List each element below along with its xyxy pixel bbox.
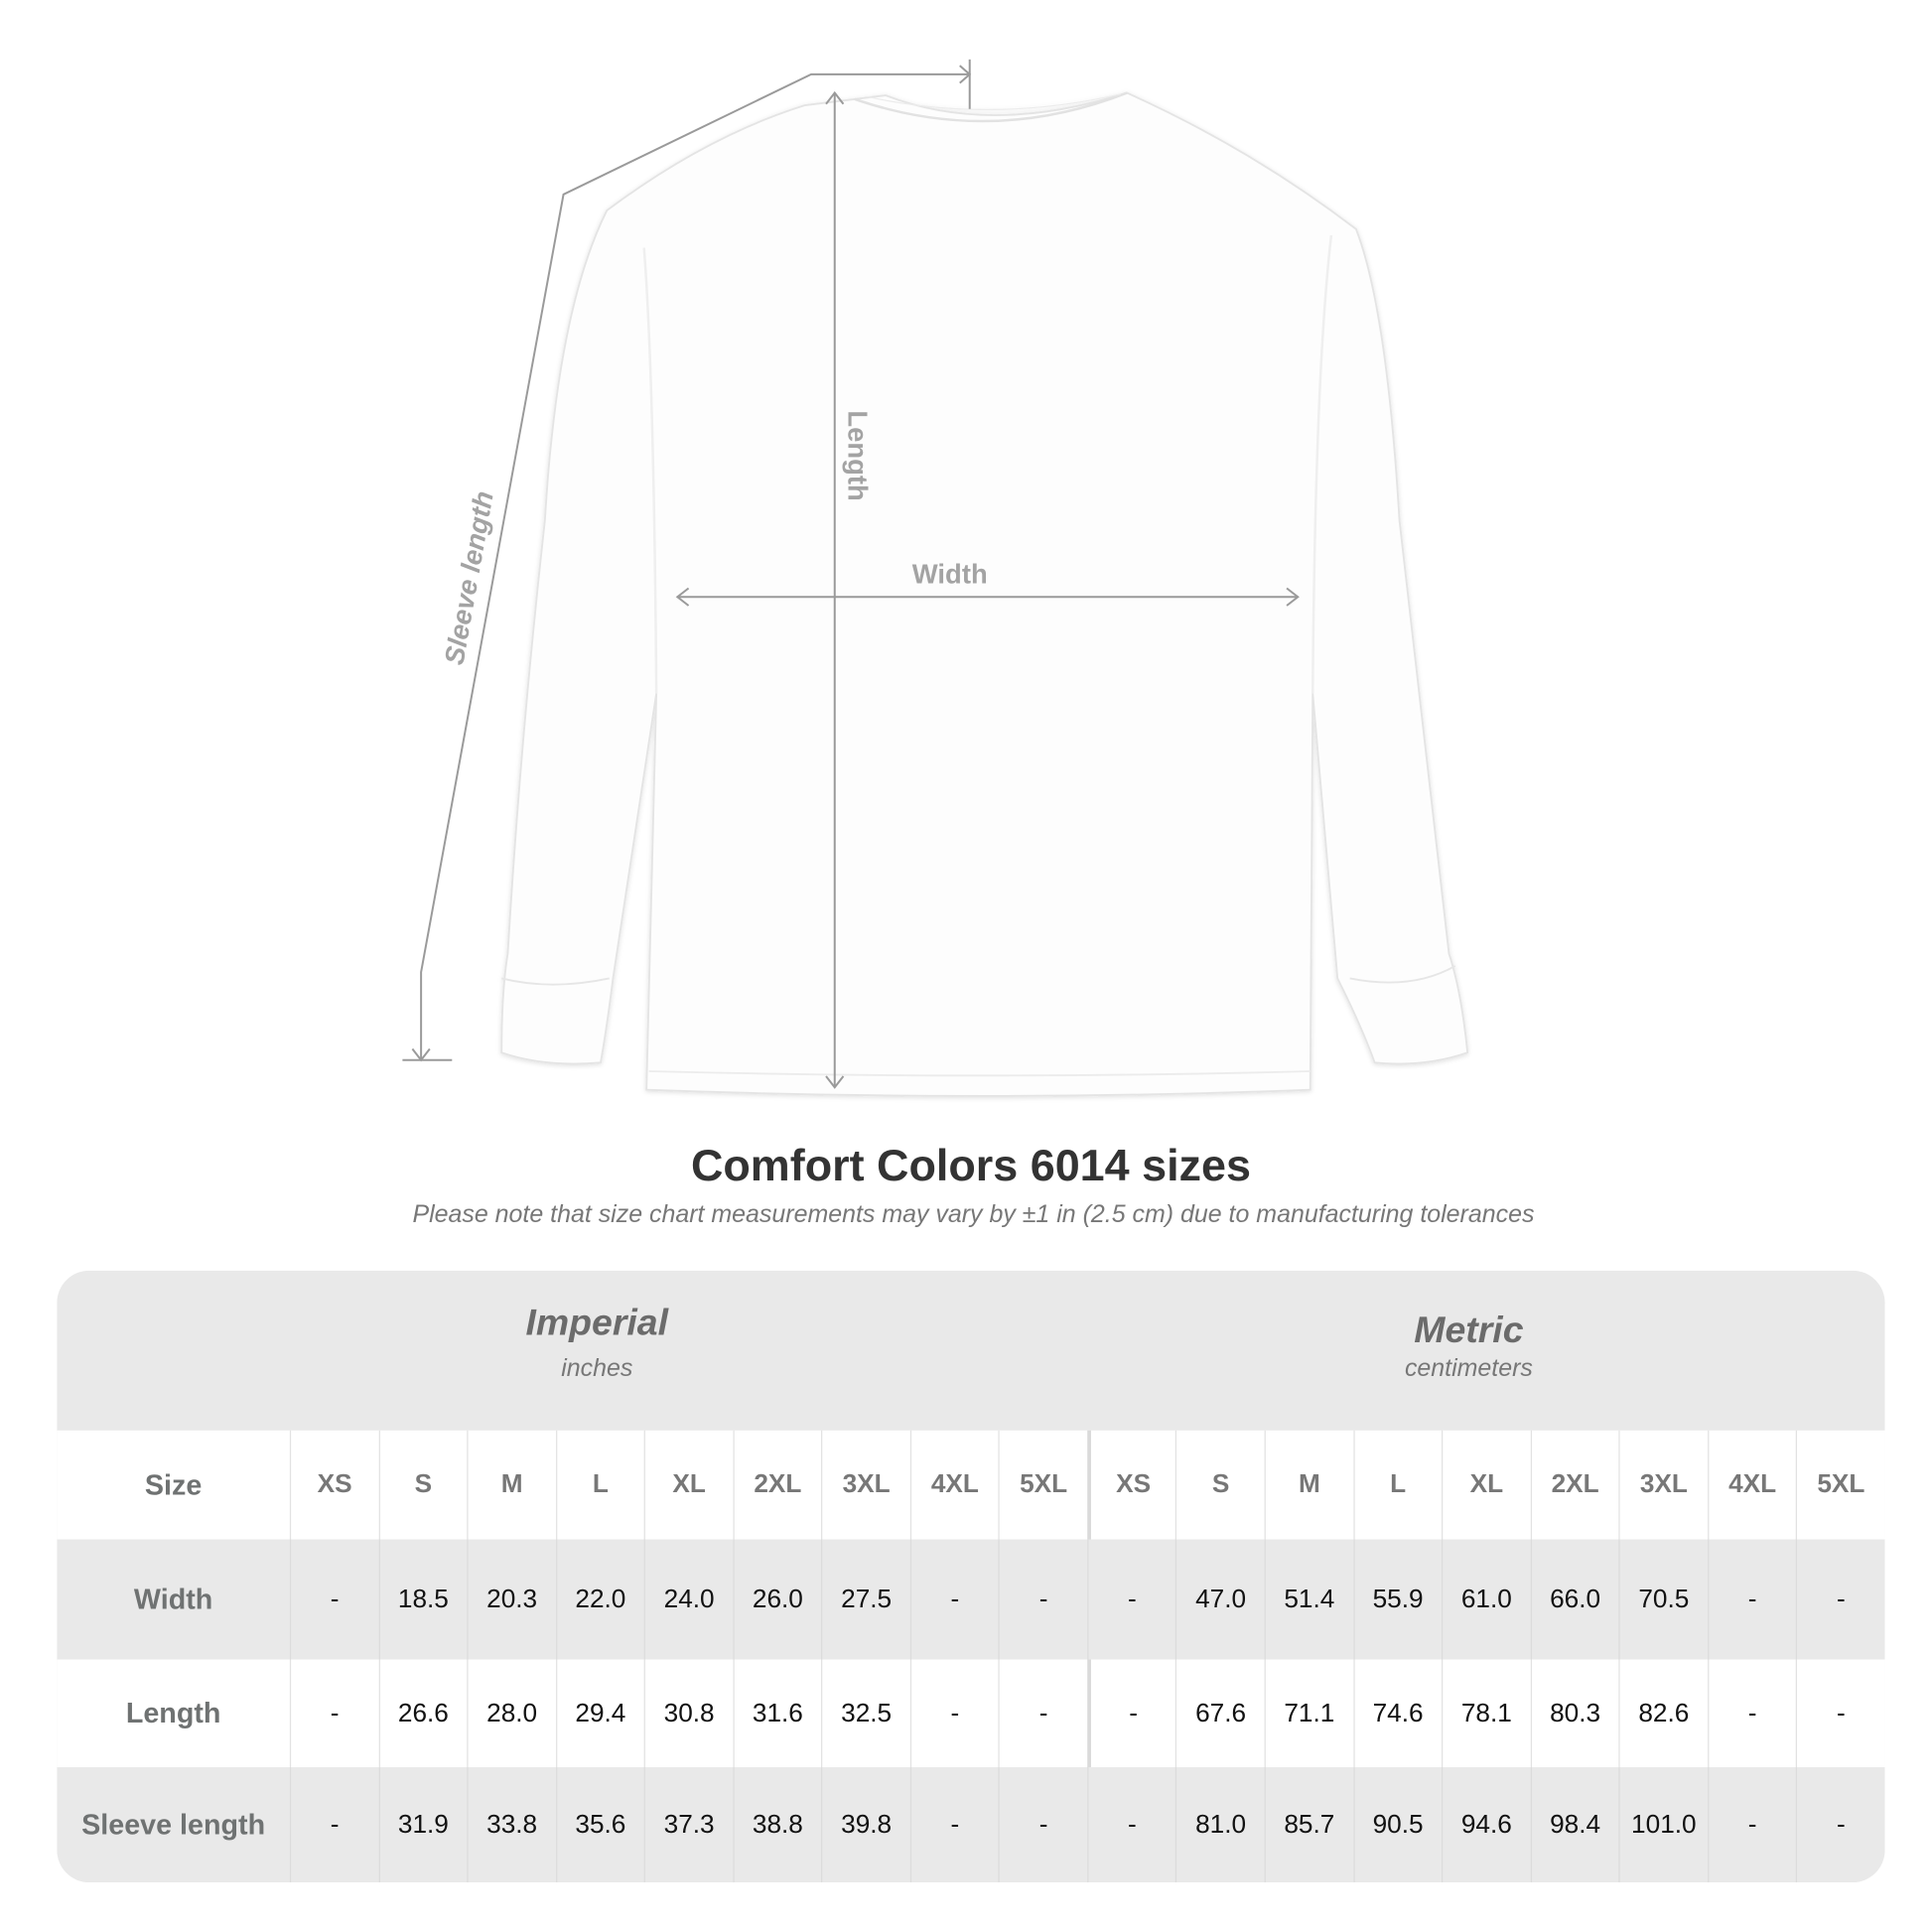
value-cell-imperial: 32.5: [821, 1659, 909, 1768]
value-cell-imperial: 31.9: [378, 1767, 467, 1883]
value-cell-metric: -: [1087, 1659, 1175, 1768]
value-cell-metric: -: [1796, 1539, 1884, 1660]
value-cell-metric: 70.5: [1618, 1539, 1708, 1660]
value-cell-imperial: 38.8: [733, 1767, 821, 1883]
value-cell-metric: 66.0: [1530, 1539, 1618, 1660]
imperial-header: Imperial inches: [349, 1303, 845, 1383]
shirt-diagram: Length Width Sleeve length: [402, 59, 1469, 1097]
metric-unit: centimeters: [1404, 1354, 1533, 1383]
value-cell-imperial: 39.8: [821, 1767, 909, 1883]
table-row: Sleeve length -31.9 33.8 35.6 37.3 38.8 39.8- -…: [57, 1767, 1884, 1883]
table-row: Width -18.5 20.3 22.0 24.0 26.0 27.5- - -47.0 51.…: [57, 1539, 1884, 1660]
size-header-metric: S: [1175, 1430, 1264, 1540]
value-cell-metric: 98.4: [1530, 1767, 1618, 1883]
size-header-metric: 3XL: [1618, 1430, 1708, 1540]
size-header-imperial: 3XL: [821, 1430, 909, 1540]
value-cell-imperial: 33.8: [467, 1767, 555, 1883]
value-cell-metric: 47.0: [1175, 1539, 1264, 1660]
value-cell-imperial: 30.8: [643, 1659, 733, 1768]
size-header-imperial: S: [378, 1430, 467, 1540]
value-cell-imperial: -: [289, 1659, 378, 1768]
value-cell-metric: 55.9: [1352, 1539, 1442, 1660]
size-header-imperial: M: [467, 1430, 555, 1540]
value-cell-imperial: -: [909, 1539, 999, 1660]
table-row: Length -26.6 28.0 29.4 30.8 31.6 32.5- - -67.6 71…: [57, 1659, 1885, 1768]
measurement-lines: [402, 59, 1300, 1089]
value-cell-metric: -: [1707, 1767, 1796, 1883]
value-cell-metric: 94.6: [1442, 1767, 1530, 1883]
size-header-imperial: XL: [643, 1430, 733, 1540]
row-label: Size: [144, 1467, 203, 1501]
size-header-metric: XS: [1087, 1430, 1175, 1540]
metric-header: Metric centimeters: [1221, 1311, 1717, 1384]
value-cell-imperial: -: [998, 1539, 1087, 1660]
metric-heading: Metric: [1414, 1310, 1524, 1351]
length-label: Length: [842, 410, 873, 500]
value-cell-imperial: 28.0: [467, 1659, 555, 1768]
value-cell-metric: -: [1796, 1659, 1884, 1768]
value-cell-metric: 101.0: [1618, 1767, 1708, 1883]
size-header-metric: XL: [1442, 1430, 1530, 1540]
value-cell-imperial: 22.0: [555, 1539, 644, 1660]
size-header-imperial: 2XL: [733, 1430, 821, 1540]
value-cell-metric: -: [1087, 1767, 1175, 1883]
value-cell-metric: -: [1707, 1659, 1796, 1768]
value-cell-metric: 80.3: [1530, 1659, 1618, 1768]
width-label: Width: [912, 559, 988, 590]
chart-title: Comfort Colors 6014 sizes: [690, 1139, 1251, 1190]
value-cell-imperial: -: [909, 1659, 999, 1768]
value-cell-metric: 61.0: [1442, 1539, 1530, 1660]
long-sleeve-shirt: [500, 91, 1469, 1097]
value-cell-imperial: 29.4: [555, 1659, 644, 1768]
value-cell-metric: -: [1087, 1539, 1175, 1660]
value-cell-imperial: 26.6: [378, 1659, 467, 1768]
size-header-imperial: 4XL: [909, 1430, 999, 1540]
value-cell-metric: 78.1: [1442, 1659, 1530, 1768]
sleeve-length-label: Sleeve length: [439, 488, 499, 667]
value-cell-imperial: -: [909, 1767, 999, 1883]
size-header-imperial: 5XL: [998, 1430, 1087, 1540]
value-cell-imperial: 18.5: [378, 1539, 467, 1660]
value-cell-metric: 82.6: [1618, 1659, 1708, 1768]
value-cell-metric: -: [1707, 1539, 1796, 1660]
value-cell-metric: 74.6: [1352, 1659, 1442, 1768]
value-cell-imperial: -: [998, 1767, 1087, 1883]
value-cell-metric: 90.5: [1352, 1767, 1442, 1883]
value-cell-imperial: 26.0: [733, 1539, 821, 1660]
value-cell-imperial: 27.5: [821, 1539, 909, 1660]
size-header-metric: 4XL: [1707, 1430, 1796, 1540]
size-header-metric: L: [1352, 1430, 1442, 1540]
row-label: Sleeve length: [81, 1808, 266, 1841]
value-cell-imperial: -: [289, 1767, 378, 1883]
value-cell-imperial: -: [998, 1659, 1087, 1768]
value-cell-metric: 71.1: [1264, 1659, 1353, 1768]
row-label: Width: [133, 1583, 213, 1615]
size-header-imperial: XS: [289, 1430, 378, 1540]
value-cell-metric: 67.6: [1175, 1659, 1264, 1768]
value-cell-imperial: 35.6: [555, 1767, 644, 1883]
size-header-imperial: L: [555, 1430, 644, 1540]
size-header-metric: M: [1264, 1430, 1353, 1540]
value-cell-metric: -: [1796, 1767, 1884, 1883]
value-cell-imperial: 24.0: [643, 1539, 733, 1660]
imperial-heading: Imperial: [525, 1303, 669, 1344]
tolerance-note: Please note that size chart measurements…: [412, 1200, 1535, 1229]
value-cell-imperial: 37.3: [643, 1767, 733, 1883]
value-cell-metric: 81.0: [1175, 1767, 1264, 1883]
imperial-unit: inches: [561, 1354, 633, 1383]
value-cell-metric: 85.7: [1264, 1767, 1353, 1883]
size-header-metric: 2XL: [1530, 1430, 1618, 1540]
value-cell-imperial: -: [289, 1539, 378, 1660]
value-cell-imperial: 31.6: [733, 1659, 821, 1768]
size-header-metric: 5XL: [1796, 1430, 1884, 1540]
row-label: Length: [125, 1696, 221, 1729]
value-cell-metric: 51.4: [1264, 1539, 1353, 1660]
size-header-row: Size XS S M L XL 2XL 3XL 4XL 5XL XS S M L XL 2XL 3XL 4XL 5…: [57, 1430, 1885, 1540]
value-cell-imperial: 20.3: [467, 1539, 555, 1660]
size-table: Imperial inches Metric centimeters Size X…: [57, 1270, 1885, 1883]
